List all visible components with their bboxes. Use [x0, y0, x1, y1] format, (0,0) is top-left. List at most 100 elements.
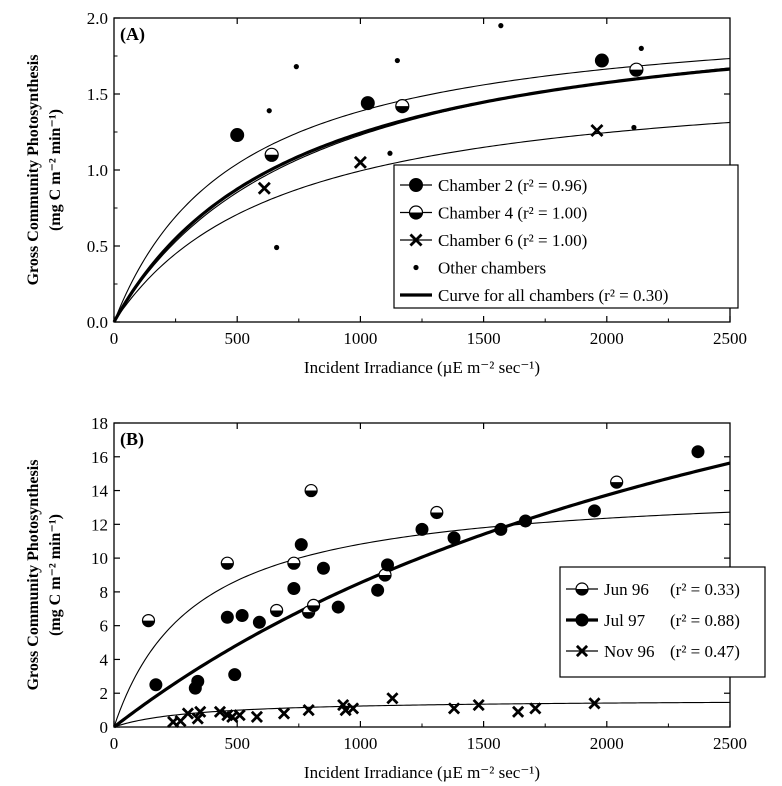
data-point-a-1-half [265, 154, 279, 162]
panel-a: 0 500 1000 1500 2000 2500 0.0 0.5 1.0 1.5 2.0 Incid… [25, 9, 747, 377]
data-point-b-0-half [379, 575, 392, 581]
data-point-b-1 [381, 558, 395, 572]
data-point-a-1 [264, 147, 279, 162]
data-point-b-0 [430, 505, 444, 520]
y-tick-label-a: 1.0 [87, 161, 108, 180]
data-point-a-1 [629, 62, 644, 77]
data-point-b-0-half [270, 610, 283, 617]
panel-b: 0 500 1000 1500 2000 2500 0 2 4 6 8 10 12 14 16 18 Incid… [25, 414, 766, 782]
data-point-b-0 [270, 603, 284, 618]
y-tick-label-b: 10 [91, 549, 108, 568]
data-point-b-2 [346, 702, 360, 715]
legend-label-a-3: Other chambers [438, 259, 546, 278]
y-tick-label-b: 18 [91, 414, 108, 433]
x-tick-label-b: 1500 [467, 734, 501, 753]
data-point-b-1 [415, 522, 429, 536]
y-tick-label-b: 14 [91, 482, 109, 501]
data-point-b-0 [304, 483, 318, 498]
legend-box-b [559, 566, 766, 678]
data-point-b-1 [331, 600, 345, 614]
data-point-a-0 [594, 53, 609, 68]
data-point-b-2 [447, 702, 461, 715]
legend-marker-a-1 [408, 205, 424, 220]
data-point-b-1 [494, 522, 508, 536]
data-point-b-1 [691, 445, 705, 459]
y-axis-unit-a: (mg C m⁻² min⁻¹) [47, 109, 64, 231]
data-point-b-0 [220, 556, 234, 570]
legend-label-a-4: Curve for all chambers (r² = 0.30) [438, 286, 668, 305]
data-point-a-3 [387, 150, 393, 156]
data-point-a-3 [274, 244, 280, 251]
data-point-b-0 [141, 613, 156, 628]
data-point-b-0 [306, 598, 321, 613]
y-tick-label-b: 8 [100, 583, 109, 602]
legend-r2-b-2: (r² = 0.47) [670, 642, 740, 661]
data-point-b-1 [447, 531, 461, 545]
data-point-b-0-half [307, 605, 320, 612]
data-point-b-1 [252, 615, 266, 629]
data-point-b-2 [213, 705, 227, 718]
data-point-b-0 [610, 475, 624, 489]
data-point-b-2 [472, 698, 485, 712]
y-tick-label-a: 1.5 [87, 85, 108, 104]
legend-marker-a-0 [409, 178, 423, 192]
data-point-a-1 [395, 99, 410, 114]
x-tick-label-a: 0 [110, 329, 119, 348]
data-point-b-1 [371, 583, 385, 597]
data-point-b-0 [287, 556, 301, 570]
legend-marker-a-3 [413, 264, 419, 271]
data-point-a-2 [257, 181, 271, 195]
data-point-b-0 [302, 605, 316, 619]
data-point-a-3 [293, 64, 299, 70]
data-point-a-2 [353, 155, 367, 169]
data-point-b-1 [287, 582, 301, 596]
legend-label-b-0: Jun 96 [604, 580, 649, 599]
data-point-b-1 [587, 504, 601, 518]
data-point-a-0 [360, 96, 375, 111]
data-point-b-1 [191, 674, 205, 688]
x-tick-label-a: 2500 [713, 329, 747, 348]
data-point-b-2 [191, 712, 204, 725]
data-point-b-0-half [142, 620, 155, 627]
data-point-b-0-half [302, 612, 315, 619]
x-tick-label-a: 1500 [467, 329, 501, 348]
data-point-a-3 [394, 57, 400, 64]
data-point-a-1-half [629, 69, 643, 77]
data-point-b-0-half [610, 482, 623, 489]
x-tick-label-a: 2000 [590, 329, 624, 348]
fit-curve-a-2 [113, 121, 731, 323]
legend-marker-b-2 [575, 644, 589, 658]
y-tick-label-a: 0.0 [87, 313, 108, 332]
data-point-a-0 [230, 128, 245, 143]
x-tick-label-b: 500 [224, 734, 250, 753]
legend-marker-b-0 [575, 582, 589, 596]
data-point-b-0-half [221, 563, 234, 570]
data-point-a-3 [266, 108, 272, 114]
legend-r2-b-0: (r² = 0.33) [670, 580, 740, 599]
panel-label-a: (A) [120, 24, 145, 45]
data-point-a-1-half [395, 106, 409, 113]
data-point-b-2 [250, 710, 264, 723]
fit-curve-b-2 [113, 701, 731, 728]
y-tick-label-b: 4 [100, 650, 109, 669]
legend-label-a-1: Chamber 4 (r² = 1.00) [438, 204, 587, 223]
data-point-b-1 [518, 514, 532, 528]
data-point-b-2 [181, 707, 195, 720]
data-point-b-2 [277, 707, 291, 720]
legend-label-b-2: Nov 96 [604, 642, 655, 661]
x-tick-label-b: 2500 [713, 734, 747, 753]
x-tick-label-a: 500 [224, 329, 250, 348]
fit-curve-a-0 [113, 57, 731, 323]
y-axis-label-b: Gross Community Photosynthesis [25, 460, 42, 691]
legend-marker-a-1-half [409, 212, 423, 219]
legend-r2-b-1: (r² = 0.88) [670, 611, 740, 630]
legend-marker-b-0-half [576, 589, 588, 595]
y-axis-label-a: Gross Community Photosynthesis [25, 55, 42, 286]
data-point-b-1 [294, 538, 308, 552]
data-point-b-1 [149, 678, 163, 692]
x-tick-label-b: 1000 [343, 734, 377, 753]
data-point-b-2 [194, 705, 207, 718]
x-tick-label-b: 0 [110, 734, 119, 753]
data-point-b-1 [316, 561, 330, 575]
